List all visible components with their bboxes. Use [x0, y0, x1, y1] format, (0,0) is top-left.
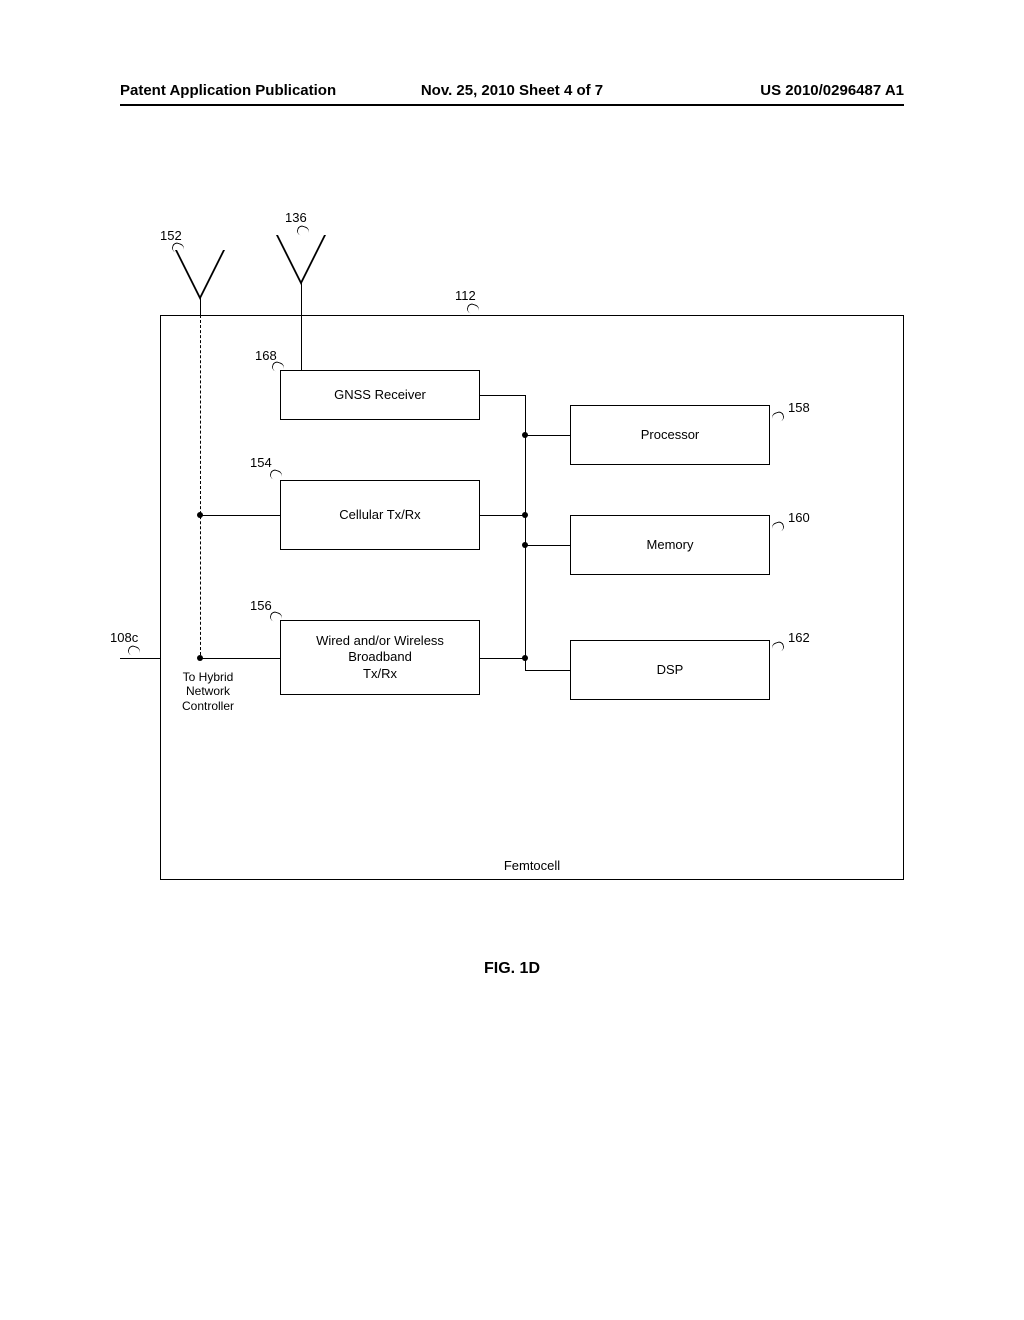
- node-bb: [522, 655, 528, 661]
- gnss-receiver-block: GNSS Receiver: [280, 370, 480, 420]
- page: Patent Application Publication Nov. 25, …: [0, 0, 1024, 1320]
- ref-162: 162: [788, 630, 810, 645]
- dsp-block: DSP: [570, 640, 770, 700]
- hstub-dsp: [525, 670, 570, 671]
- cellular-txrx-label: Cellular Tx/Rx: [339, 507, 420, 523]
- node-proc: [522, 432, 528, 438]
- figure-caption: FIG. 1D: [484, 960, 540, 978]
- ref-154: 154: [250, 455, 272, 470]
- ref-136: 136: [285, 210, 307, 225]
- processor-label: Processor: [641, 427, 700, 443]
- hstub-bb: [480, 658, 525, 659]
- hstub-gnss: [480, 395, 525, 396]
- broadband-txrx-block: Wired and/or Wireless Broadband Tx/Rx: [280, 620, 480, 695]
- hybrid-controller-text: To Hybrid Network Controller: [168, 670, 248, 713]
- ref-108c: 108c: [110, 630, 138, 645]
- hstub-mem: [525, 545, 570, 546]
- antenna-152-stem: [200, 298, 201, 315]
- header-right: US 2010/0296487 A1: [760, 82, 904, 104]
- ref-160: 160: [788, 510, 810, 525]
- broadband-txrx-label: Wired and/or Wireless Broadband Tx/Rx: [316, 633, 444, 682]
- gnss-receiver-label: GNSS Receiver: [334, 387, 426, 403]
- h-ant152-cell: [200, 515, 280, 516]
- header-center: Nov. 25, 2010 Sheet 4 of 7: [421, 82, 603, 99]
- ref-168: 168: [255, 348, 277, 363]
- node-mem: [522, 542, 528, 548]
- memory-block: Memory: [570, 515, 770, 575]
- h-108c: [120, 658, 160, 659]
- ref-156: 156: [250, 598, 272, 613]
- ant136-to-gnss: [301, 315, 302, 370]
- header-left: Patent Application Publication: [120, 82, 336, 104]
- ref-152: 152: [160, 228, 182, 243]
- antenna-136-stem: [301, 283, 302, 315]
- ref-112: 112: [455, 288, 476, 303]
- cellular-txrx-block: Cellular Tx/Rx: [280, 480, 480, 550]
- memory-label: Memory: [647, 537, 694, 553]
- ref-158: 158: [788, 400, 810, 415]
- h-ant152-bb: [200, 658, 280, 659]
- leader-112: [466, 302, 481, 316]
- leader-108c: [127, 644, 142, 658]
- diagram-area: 152 136 112 Femtocell GNSS Receiver 168 …: [120, 180, 904, 880]
- hstub-cell: [480, 515, 525, 516]
- dsp-label: DSP: [657, 662, 684, 678]
- ant152-dashed: [200, 315, 201, 660]
- processor-block: Processor: [570, 405, 770, 465]
- hstub-proc: [525, 435, 570, 436]
- femtocell-label: Femtocell: [504, 858, 560, 873]
- node-cell: [522, 512, 528, 518]
- page-header: Patent Application Publication Nov. 25, …: [120, 82, 904, 106]
